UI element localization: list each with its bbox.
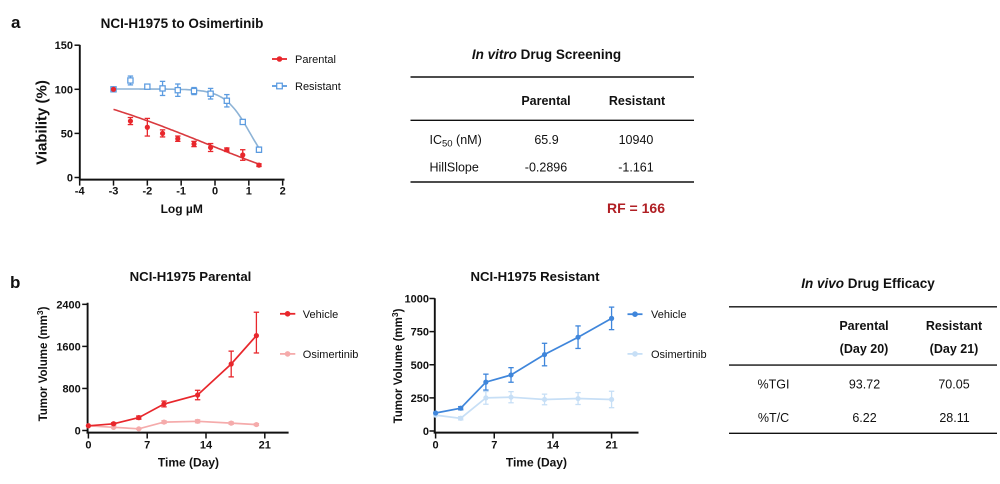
svg-text:1000: 1000: [405, 294, 429, 306]
svg-text:Parental: Parental: [839, 319, 888, 333]
svg-text:(Day 21): (Day 21): [930, 342, 979, 356]
svg-text:0: 0: [67, 173, 73, 185]
svg-text:-3: -3: [109, 186, 119, 198]
svg-text:%T/C: %T/C: [758, 411, 789, 425]
svg-text:b: b: [10, 273, 20, 292]
svg-text:1600: 1600: [56, 341, 80, 353]
svg-text:Time (Day): Time (Day): [506, 456, 567, 470]
svg-text:HillSlope: HillSlope: [430, 161, 479, 175]
svg-text:50: 50: [61, 128, 73, 140]
svg-text:2400: 2400: [56, 299, 80, 311]
svg-text:14: 14: [200, 439, 213, 451]
svg-text:10940: 10940: [619, 133, 654, 147]
svg-text:Osimertinib: Osimertinib: [651, 349, 707, 361]
svg-text:0: 0: [423, 426, 429, 438]
svg-text:Viability (%): Viability (%): [34, 80, 51, 165]
svg-text:6.22: 6.22: [852, 411, 876, 425]
svg-text:-1: -1: [176, 186, 186, 198]
svg-text:21: 21: [259, 439, 271, 451]
svg-text:7: 7: [144, 439, 150, 451]
svg-text:800: 800: [62, 383, 80, 395]
svg-text:Log µM: Log µM: [161, 202, 203, 216]
svg-text:Tumor Volume (mm3): Tumor Volume (mm3): [390, 308, 405, 423]
svg-text:NCI-H1975 Resistant: NCI-H1975 Resistant: [471, 269, 601, 284]
svg-text:1: 1: [246, 186, 252, 198]
svg-text:500: 500: [411, 360, 429, 372]
svg-text:RF = 166: RF = 166: [607, 200, 665, 216]
svg-text:(Day 20): (Day 20): [840, 342, 889, 356]
svg-text:250: 250: [411, 393, 429, 405]
svg-text:7: 7: [491, 439, 497, 451]
svg-text:-4: -4: [75, 186, 86, 198]
svg-text:In vivo Drug Efficacy: In vivo Drug Efficacy: [801, 276, 935, 291]
svg-text:14: 14: [547, 439, 560, 451]
svg-text:-1.161: -1.161: [618, 161, 653, 175]
svg-text:-0.2896: -0.2896: [525, 161, 567, 175]
svg-text:0: 0: [212, 186, 218, 198]
svg-text:Parental: Parental: [295, 54, 336, 66]
svg-text:750: 750: [411, 327, 429, 339]
svg-text:0: 0: [85, 439, 91, 451]
svg-text:a: a: [11, 13, 21, 32]
svg-text:70.05: 70.05: [938, 378, 969, 392]
svg-text:65.9: 65.9: [534, 133, 558, 147]
svg-text:28.11: 28.11: [939, 411, 969, 425]
svg-text:-2: -2: [142, 186, 152, 198]
svg-text:Resistant: Resistant: [295, 81, 341, 93]
svg-text:0: 0: [75, 426, 81, 438]
svg-text:93.72: 93.72: [849, 378, 880, 392]
svg-text:Vehicle: Vehicle: [651, 309, 686, 321]
svg-text:In vitro Drug Screening: In vitro Drug Screening: [472, 47, 621, 62]
svg-text:Time (Day): Time (Day): [158, 456, 219, 470]
svg-text:%TGI: %TGI: [758, 378, 790, 392]
svg-text:150: 150: [55, 40, 73, 52]
svg-text:Resistant: Resistant: [609, 94, 666, 108]
svg-text:Parental: Parental: [521, 94, 570, 108]
svg-text:NCI-H1975 to Osimertinib: NCI-H1975 to Osimertinib: [101, 16, 264, 31]
svg-text:21: 21: [605, 439, 617, 451]
svg-text:100: 100: [55, 84, 73, 96]
svg-text:NCI-H1975 Parental: NCI-H1975 Parental: [130, 269, 252, 284]
svg-text:Osimertinib: Osimertinib: [303, 349, 359, 361]
svg-text:0: 0: [433, 439, 439, 451]
svg-text:2: 2: [280, 186, 286, 198]
svg-text:Vehicle: Vehicle: [303, 309, 338, 321]
svg-text:Resistant: Resistant: [926, 319, 983, 333]
svg-text:Tumor Volume (mm3): Tumor Volume (mm3): [35, 306, 50, 421]
